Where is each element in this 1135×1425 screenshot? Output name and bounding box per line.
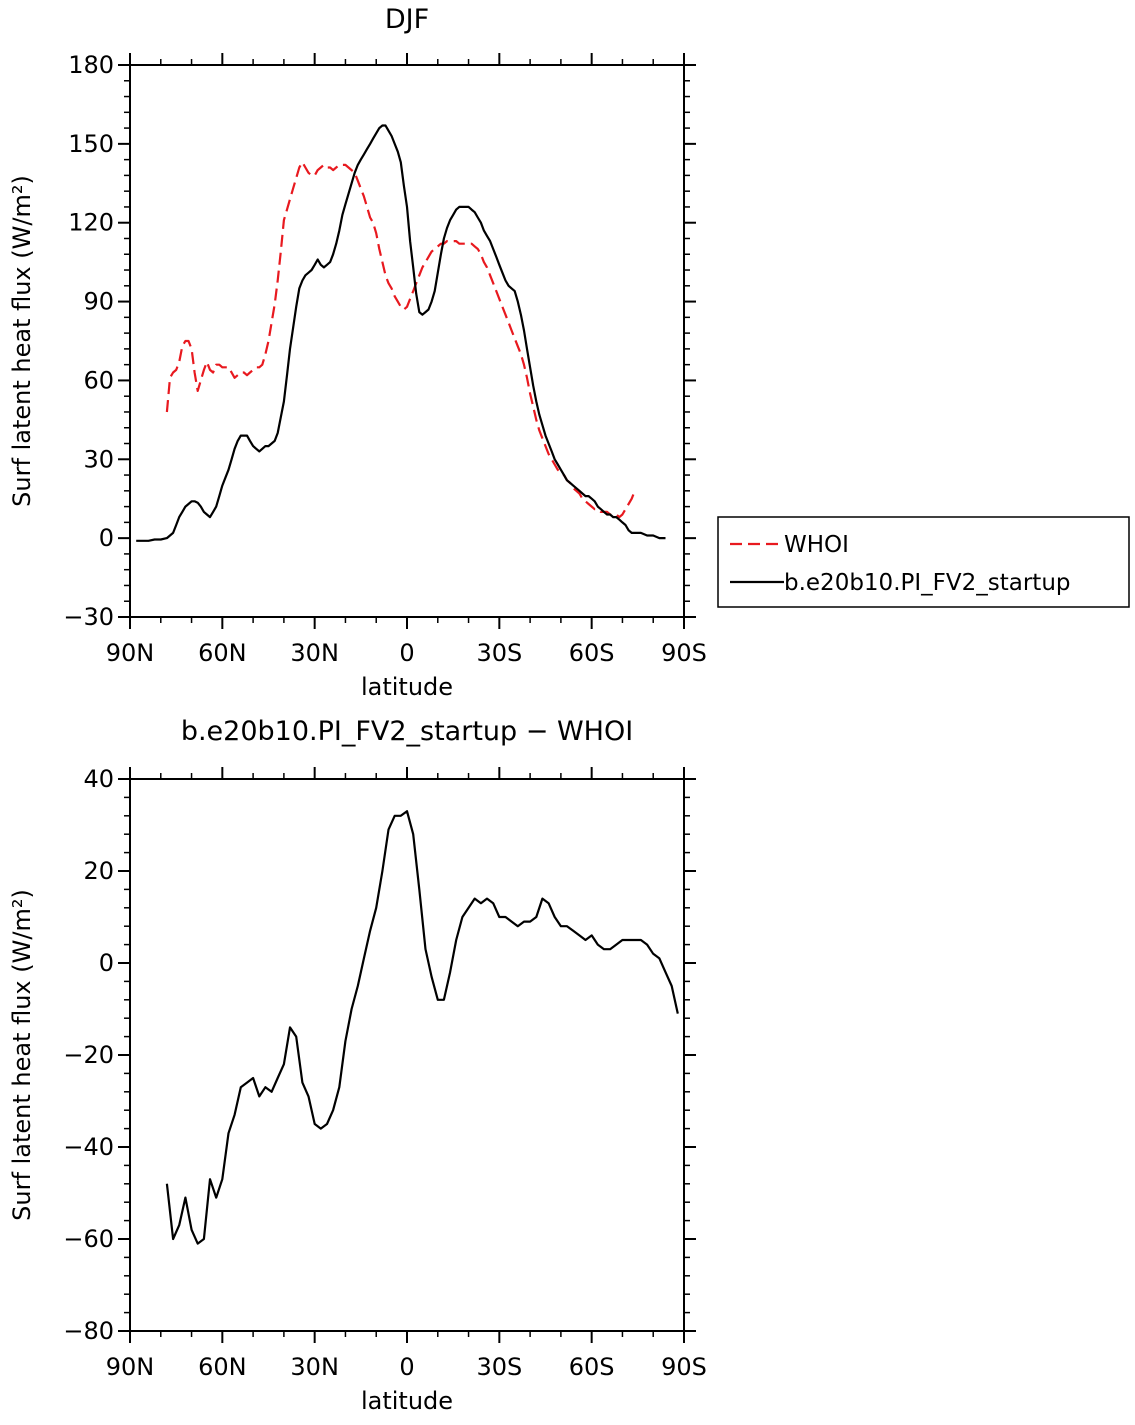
legend: WHOI b.e20b10.PI_FV2_startup [717,516,1130,608]
y-tick-label: 20 [83,857,114,885]
x-tick-label: 0 [399,639,414,667]
y-tick-label: 40 [83,765,114,793]
x-tick-label: 0 [399,1353,414,1381]
x-tick-label: 90S [661,1353,707,1381]
y-tick-label: −80 [63,1317,114,1345]
y-tick-label: −20 [63,1041,114,1069]
x-tick-label: 90N [106,1353,155,1381]
x-tick-label: 30S [476,1353,522,1381]
plot-frame [129,64,685,618]
series-line-difference [165,810,679,1245]
x-tick-label: 30N [290,639,339,667]
x-tick-label: 90N [106,639,155,667]
chart-title: DJF [385,4,429,35]
y-tick-label: −30 [63,603,114,631]
legend-box [717,516,1130,608]
plot-frame [129,778,685,1332]
x-axis-label: latitude [361,673,453,701]
x-tick-label: 60S [569,639,615,667]
top-panel-djf: DJF 90N 60N 30N 0 30S 60S 90S −30 0 30 60 90 120 150 18… [8,4,707,701]
y-tick-label: −60 [63,1225,114,1253]
x-tick-label: 30S [476,639,522,667]
legend-label: b.e20b10.PI_FV2_startup [784,570,1071,596]
y-tick-label: 150 [68,130,114,158]
y-tick-label: 0 [99,949,114,977]
y-tick-label: 180 [68,51,114,79]
y-axis-label: Surf latent heat flux (W/m²) [8,889,36,1221]
x-axis-label: latitude [361,1387,453,1415]
y-tick-label: 0 [99,524,114,552]
y-tick-label: 30 [83,445,114,473]
x-tick-label: 30N [290,1353,339,1381]
y-tick-label: 90 [83,288,114,316]
y-axis-label: Surf latent heat flux (W/m²) [8,175,36,507]
series-line-whoi [165,161,636,519]
x-tick-label: 60S [569,1353,615,1381]
legend-label: WHOI [784,532,849,558]
x-tick-label: 60N [198,1353,247,1381]
series-line-b-e20b10-pi-fv2-startup [136,124,666,542]
bottom-panel-difference: b.e20b10.PI_FV2_startup − WHOI 90N 60N 30N 0… [8,716,707,1415]
chart-title: b.e20b10.PI_FV2_startup − WHOI [181,716,633,747]
x-tick-label: 60N [198,639,247,667]
x-tick-label: 90S [661,639,707,667]
y-tick-label: 60 [83,366,114,394]
y-tick-label: 120 [68,209,114,237]
y-tick-label: −40 [63,1133,114,1161]
